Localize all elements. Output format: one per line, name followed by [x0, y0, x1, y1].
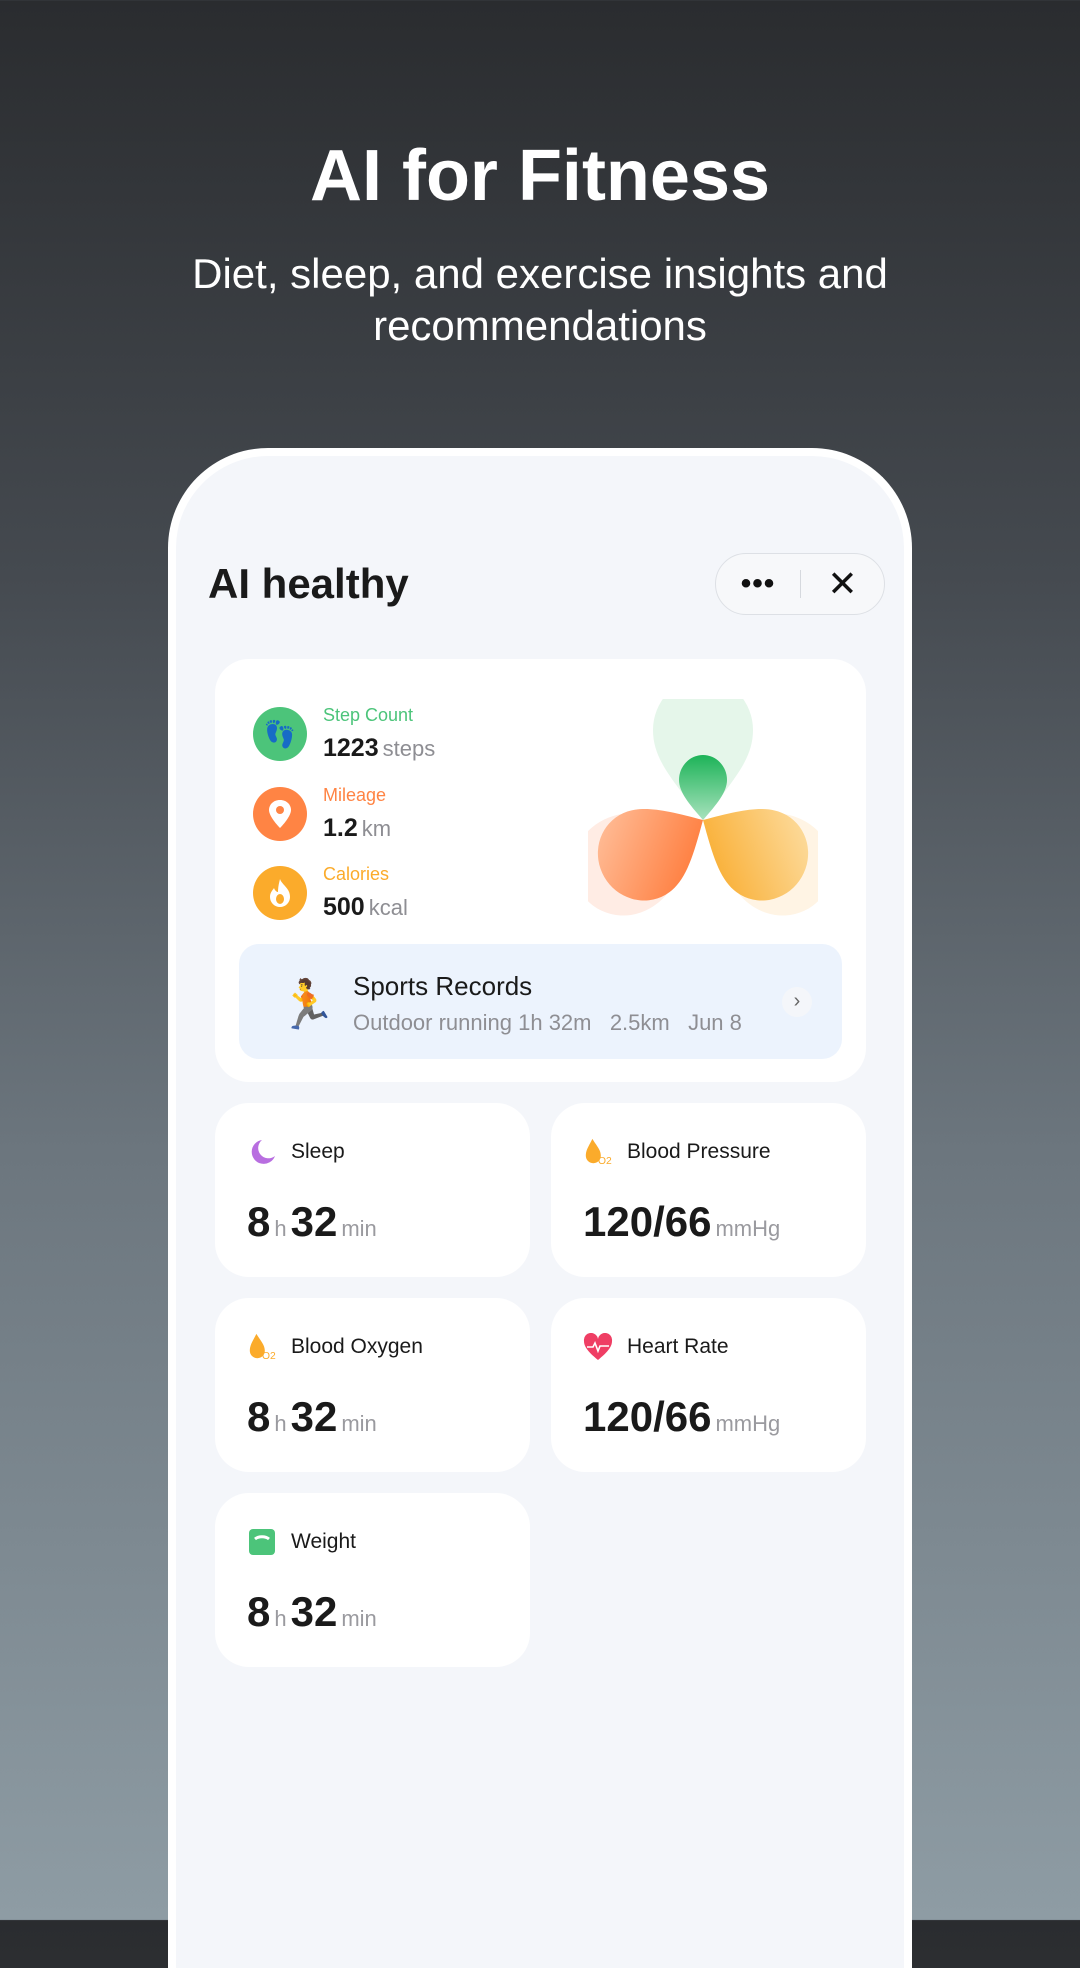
svg-text:O2: O2	[598, 1156, 612, 1167]
capsule-menu: ••• ✕	[715, 553, 885, 615]
stat-unit: km	[361, 816, 392, 841]
metric-card-sleep[interactable]: Sleep 8 h32 min	[215, 1103, 530, 1277]
stat-label: Calories	[323, 864, 390, 884]
running-icon: 🏃	[277, 979, 337, 1032]
heart-rate-icon	[583, 1332, 613, 1362]
flame-icon	[253, 866, 307, 920]
metric-unit: min	[341, 1606, 377, 1631]
metric-value: 120/66	[583, 1198, 712, 1245]
metric-value: 32	[290, 1393, 338, 1440]
metric-unit: h	[274, 1216, 287, 1241]
moon-icon	[247, 1137, 277, 1167]
stat-label: Step Count	[323, 705, 414, 725]
metric-card-heart-rate[interactable]: Heart Rate 120/66 mmHg	[551, 1298, 866, 1472]
hero-subtitle: Diet, sleep, and exercise insights and r…	[192, 250, 888, 349]
activity-rings-graphic	[588, 699, 818, 916]
metric-unit: mmHg	[715, 1216, 781, 1241]
metric-unit: mmHg	[715, 1411, 781, 1436]
metric-value: 32	[290, 1198, 338, 1245]
stat-value: 1223	[323, 734, 379, 762]
sports-records-button[interactable]: 🏃 Sports Records Outdoor running 1h 32m …	[239, 944, 842, 1059]
sports-summary: Outdoor running 1h 32m 2.5km Jun 8	[353, 1010, 742, 1035]
metric-unit: h	[274, 1606, 287, 1631]
chevron-right-icon[interactable]: ›	[782, 987, 812, 1017]
stat-label: Mileage	[323, 785, 387, 805]
hero-title: AI for Fitness	[309, 136, 771, 216]
metric-name: Sleep	[291, 1140, 345, 1163]
location-pin-icon	[253, 787, 307, 841]
close-button[interactable]: ✕	[827, 563, 858, 604]
footprints-icon: 👣	[253, 707, 307, 761]
activity-card: 👣 Step Count 1223 steps Mileage 1.2 km Cal…	[215, 659, 866, 1082]
divider	[800, 570, 801, 598]
metric-unit: min	[341, 1411, 377, 1436]
page-title: AI healthy	[208, 560, 409, 607]
stat-step-count[interactable]: 👣 Step Count 1223 steps	[253, 705, 435, 763]
metric-value: 8	[247, 1393, 271, 1440]
metric-value: 8	[247, 1198, 271, 1245]
metric-value: 120/66	[583, 1393, 712, 1440]
stat-mileage[interactable]: Mileage 1.2 km	[253, 785, 391, 843]
stat-calories[interactable]: Calories 500 kcal	[253, 864, 408, 922]
stat-unit: kcal	[368, 895, 408, 920]
sports-title: Sports Records	[353, 971, 533, 1001]
metric-card-blood-pressure[interactable]: O2 Blood Pressure 120/66 mmHg	[551, 1103, 866, 1277]
metric-name: Blood Pressure	[627, 1140, 771, 1163]
metric-unit: h	[274, 1411, 287, 1436]
stat-value: 500	[323, 893, 365, 921]
metric-card-blood-oxygen[interactable]: O2 Blood Oxygen 8 h32 min	[215, 1298, 530, 1472]
stat-unit: steps	[382, 736, 436, 761]
metric-name: Blood Oxygen	[291, 1335, 423, 1358]
svg-text:O2: O2	[262, 1351, 276, 1362]
metric-unit: min	[341, 1216, 377, 1241]
metric-value: 32	[290, 1588, 338, 1635]
o2-drop-icon: O2	[583, 1137, 613, 1167]
scale-icon	[247, 1527, 277, 1557]
more-button[interactable]: •••	[740, 567, 776, 600]
metric-value: 8	[247, 1588, 271, 1635]
metric-card-weight[interactable]: Weight 8 h32 min	[215, 1493, 530, 1667]
o2-drop-icon: O2	[247, 1332, 277, 1362]
metric-name: Heart Rate	[627, 1335, 729, 1358]
metric-name: Weight	[291, 1530, 356, 1553]
stat-value: 1.2	[323, 814, 358, 842]
